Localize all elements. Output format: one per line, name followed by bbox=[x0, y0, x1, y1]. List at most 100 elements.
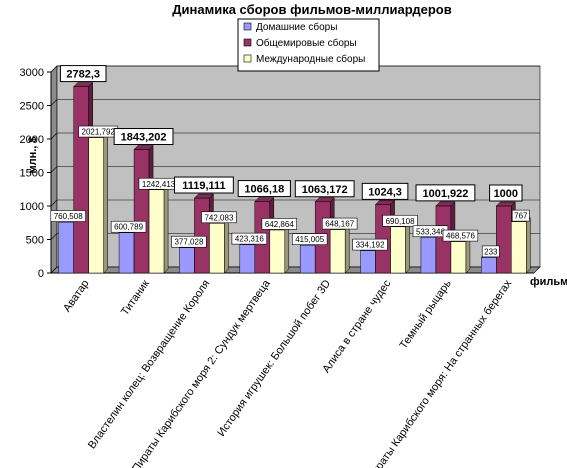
bar-side bbox=[163, 185, 169, 274]
data-label-text: 1066,18 bbox=[244, 184, 284, 196]
data-label: 1119,111 bbox=[174, 176, 234, 194]
data-label-text: 648,167 bbox=[325, 220, 354, 229]
chart-title: Динамика сборов фильмов-миллиардеров bbox=[172, 2, 451, 17]
data-label-box bbox=[415, 184, 476, 202]
gridline bbox=[50, 65, 58, 73]
data-label-text: 1242,413 bbox=[142, 180, 176, 189]
bar bbox=[88, 132, 109, 274]
x-axis-label: фильмы bbox=[530, 276, 567, 288]
category-label: Аватар bbox=[61, 278, 92, 314]
legend-swatch bbox=[243, 22, 252, 31]
data-label: 1024,3 bbox=[361, 182, 409, 200]
data-label-box bbox=[171, 235, 207, 248]
bar-front bbox=[73, 86, 89, 274]
bar-side bbox=[405, 222, 410, 274]
data-label: 1001,922 bbox=[415, 184, 476, 202]
bar-front bbox=[58, 221, 74, 274]
y-tick-label: 1000 bbox=[20, 201, 44, 213]
bar-front bbox=[88, 137, 104, 274]
bar bbox=[329, 224, 350, 274]
data-label-text: 468,576 bbox=[446, 232, 475, 241]
bar-front bbox=[390, 226, 406, 274]
data-label-text: 1119,111 bbox=[182, 180, 225, 192]
bar-front bbox=[118, 232, 135, 274]
data-label-text: 2021,792 bbox=[82, 128, 116, 137]
data-label-text: 2782,3 bbox=[66, 69, 100, 81]
bar-side bbox=[526, 217, 531, 274]
bar-side bbox=[344, 224, 350, 274]
bar-side bbox=[284, 225, 290, 274]
data-label-box bbox=[231, 232, 268, 245]
bar-front bbox=[481, 257, 497, 274]
y-tick-label: 3000 bbox=[20, 67, 44, 79]
bar-front bbox=[299, 244, 316, 274]
legend-swatch bbox=[243, 38, 252, 47]
y-tick-label: 2500 bbox=[20, 101, 44, 113]
y-tick-label: 1500 bbox=[20, 168, 44, 180]
y-axis-label: млн., $ bbox=[27, 136, 39, 173]
bar-front bbox=[179, 247, 195, 274]
data-label-text: 415,005 bbox=[295, 235, 324, 244]
data-label-text: 233 bbox=[484, 247, 498, 256]
bar-front bbox=[420, 237, 437, 274]
bar bbox=[450, 237, 471, 274]
data-label-box bbox=[481, 245, 500, 258]
category-label: Пираты Карибского моря 2: Сундук мертвец… bbox=[130, 277, 273, 468]
data-label: 415,005 bbox=[291, 233, 328, 245]
bar bbox=[389, 222, 411, 274]
bar-front bbox=[496, 205, 512, 274]
data-label: 642,864 bbox=[261, 218, 298, 230]
data-label-box bbox=[382, 214, 418, 227]
data-label: 2021,792 bbox=[78, 125, 119, 138]
bar-front bbox=[239, 244, 256, 274]
data-label-box bbox=[361, 182, 409, 200]
data-label: 423,316 bbox=[231, 232, 268, 245]
data-label: 742,083 bbox=[201, 211, 237, 224]
y-tick-label: 500 bbox=[26, 235, 44, 247]
data-label-box bbox=[261, 218, 298, 230]
data-label: 334,192 bbox=[352, 238, 388, 251]
data-label-box bbox=[237, 180, 291, 198]
data-label-text: 642,864 bbox=[265, 220, 294, 229]
data-label-box bbox=[321, 217, 358, 230]
data-label-box bbox=[294, 180, 355, 198]
gridline bbox=[50, 99, 58, 106]
bar-front bbox=[450, 241, 467, 274]
bar bbox=[269, 225, 290, 274]
y-tick-label: 0 bbox=[38, 268, 44, 280]
data-label-box bbox=[489, 184, 523, 202]
bar-front bbox=[269, 229, 286, 274]
bar-side bbox=[224, 218, 229, 274]
category-label: Титаник bbox=[119, 278, 152, 318]
data-label: 1066,18 bbox=[237, 180, 291, 198]
data-label: 533,346 bbox=[412, 225, 449, 238]
data-label: 233 bbox=[481, 245, 500, 258]
legend-label: Общемировые сборы bbox=[256, 37, 357, 49]
data-label: 1000 bbox=[489, 184, 523, 202]
data-label: 648,167 bbox=[321, 217, 358, 230]
bar-front bbox=[209, 223, 225, 274]
data-label-text: 423,316 bbox=[235, 235, 264, 244]
data-label-text: 1843,202 bbox=[121, 132, 167, 144]
data-label-box bbox=[50, 210, 86, 222]
data-label-box bbox=[201, 211, 237, 224]
data-label-box bbox=[174, 176, 234, 194]
data-label-text: 742,083 bbox=[204, 213, 233, 222]
gridline bbox=[50, 132, 58, 140]
data-label: 600,789 bbox=[110, 220, 147, 233]
bar-front bbox=[194, 197, 210, 274]
data-label-text: 334,192 bbox=[356, 241, 385, 250]
data-label-text: 533,346 bbox=[416, 227, 445, 236]
data-label-box bbox=[352, 238, 388, 251]
data-label-text: 600,789 bbox=[114, 223, 143, 232]
category-label: Темный рыцарь bbox=[397, 278, 454, 352]
category-label: Алиса в стране чудес bbox=[320, 277, 393, 375]
data-label-text: 690,108 bbox=[386, 217, 415, 226]
data-label: 1063,172 bbox=[294, 180, 355, 198]
bar bbox=[208, 218, 230, 274]
gridline bbox=[50, 233, 58, 240]
gridline bbox=[50, 266, 58, 274]
data-label-box bbox=[59, 65, 107, 83]
data-label-box bbox=[442, 229, 479, 242]
